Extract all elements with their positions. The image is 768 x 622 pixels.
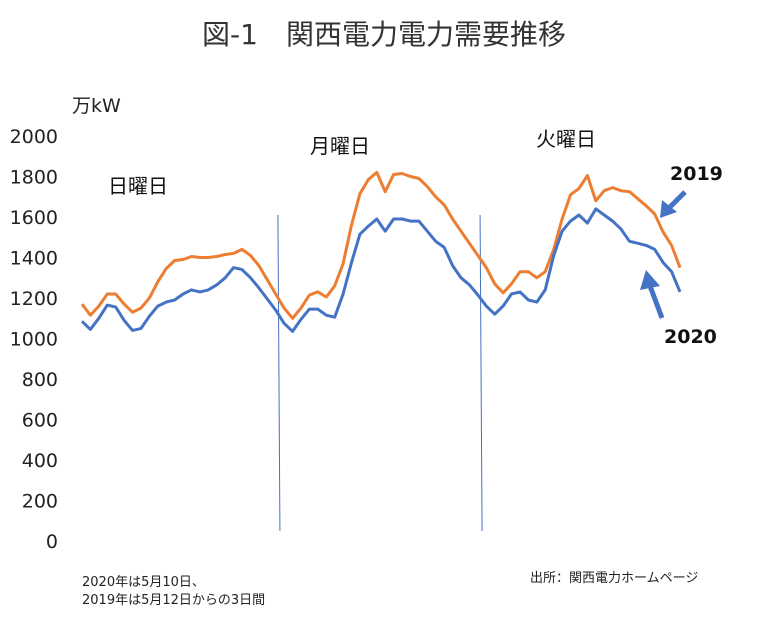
y-tick-label: 1600 [10,207,58,229]
source-note: 出所：関西電力ホームページ [530,571,698,586]
y-axis-ticks: 0 200 400 600 800 1000 1200 1400 1600 1800 2000 [10,126,58,553]
y-tick-label: 1000 [10,329,58,351]
y-tick-label: 1400 [10,248,58,270]
series-line-2020 [80,207,682,333]
y-tick-label: 0 [46,531,58,553]
y-tick-label: 200 [22,491,58,513]
arrow-2020-icon [640,270,665,319]
legend-label-2020: 2020 [664,326,717,348]
footnote-line-1: 2020年は5月10日、 [82,575,205,590]
y-tick-label: 800 [22,369,58,391]
day-label-sunday: 日曜日 [108,174,168,198]
series-lines [80,170,682,333]
footnote-line-2: 2019年は5月12日からの3日間 [82,593,265,608]
y-tick-label: 400 [22,450,58,472]
series-line-2019 [80,170,682,320]
chart-title: 図-1 関西電力電力需要推移 [202,18,566,51]
day-divider-line [277,214,281,532]
legend-label-2019: 2019 [670,163,723,185]
day-divider-line [479,214,483,532]
day-label-tuesday: 火曜日 [536,127,596,151]
y-tick-label: 600 [22,410,58,432]
day-label-monday: 月曜日 [310,134,370,158]
y-tick-label: 2000 [10,126,58,148]
y-axis-unit-label: 万kW [72,95,121,117]
day-dividers [277,214,483,532]
y-tick-label: 1800 [10,167,58,189]
y-tick-label: 1200 [10,288,58,310]
arrow-2019-icon [660,190,687,218]
